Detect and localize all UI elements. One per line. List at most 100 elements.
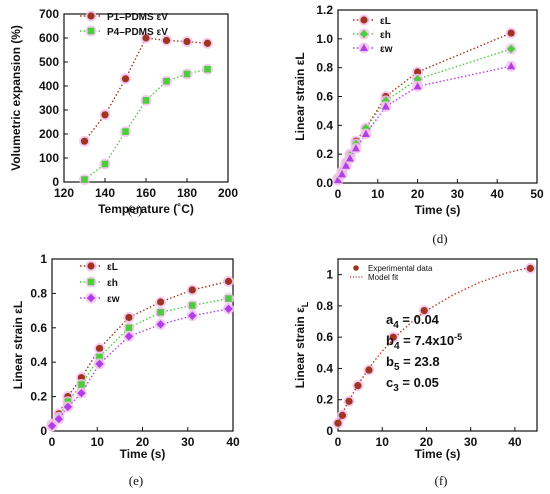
plot-frame bbox=[337, 258, 538, 432]
data-point bbox=[183, 70, 191, 78]
x-tick-label: 180 bbox=[177, 186, 197, 200]
data-point bbox=[351, 144, 360, 152]
data-point bbox=[225, 295, 232, 302]
y-tick-label: 0.6 bbox=[316, 90, 333, 104]
panel-d: 0 10 20 30 40 50 0.0 0.2 0.4 0.6 0.8 1.0 1.2 Time (s)… bbox=[293, 3, 544, 246]
x-tick-label: 30 bbox=[464, 435, 478, 449]
fit-parameter-subscript: 4 bbox=[393, 320, 399, 331]
x-tick-label: 30 bbox=[181, 435, 195, 449]
x-axis-label: Time (s) bbox=[415, 203, 461, 217]
x-tick-label: 160 bbox=[136, 186, 156, 200]
series-line-0 bbox=[51, 280, 229, 425]
data-point bbox=[188, 302, 196, 309]
data-point bbox=[162, 36, 171, 45]
legend-marker bbox=[353, 265, 359, 271]
data-point bbox=[188, 286, 196, 294]
fit-parameter-subscript: 5 bbox=[394, 362, 400, 373]
legend-label: P1–PDMS εV bbox=[107, 12, 168, 23]
y-tick-label: 0 bbox=[326, 424, 333, 438]
y-tick-label: 0.6 bbox=[30, 321, 47, 335]
data-point bbox=[95, 359, 104, 369]
data-point bbox=[381, 102, 390, 110]
data-point bbox=[204, 65, 211, 73]
panel-e: 0 10 20 30 40 0 0.2 0.4 0.6 0.8 1 Time (s) Linear st… bbox=[11, 252, 240, 488]
y-tick-label: 0.2 bbox=[30, 390, 47, 404]
x-tick-label: 200 bbox=[218, 186, 238, 200]
x-tick-label: 140 bbox=[95, 186, 115, 200]
y-tick-label: 1 bbox=[40, 252, 47, 266]
data-point bbox=[156, 320, 165, 329]
data-point bbox=[80, 137, 89, 145]
data-point bbox=[507, 62, 516, 70]
legend-label: P4–PDMS εV bbox=[107, 27, 168, 38]
y-tick-label: 0.8 bbox=[316, 299, 333, 313]
data-point bbox=[101, 160, 109, 168]
legend-marker bbox=[87, 278, 95, 286]
y-tick-label: 400 bbox=[39, 79, 59, 93]
y-tick-label: 700 bbox=[39, 7, 59, 21]
data-point bbox=[78, 381, 85, 388]
x-tick-label: 20 bbox=[411, 187, 425, 201]
data-point bbox=[125, 313, 133, 322]
data-point bbox=[341, 161, 350, 169]
legend-marker bbox=[86, 293, 96, 303]
series-line-0 bbox=[83, 37, 208, 142]
y-axis-label-subscript: L bbox=[300, 301, 310, 307]
y-tick-label: 0.4 bbox=[316, 118, 333, 132]
series-line-1 bbox=[337, 48, 512, 180]
x-tick-label: 40 bbox=[491, 187, 505, 201]
legend-label: εL bbox=[107, 262, 118, 273]
legend-label: εw bbox=[380, 44, 393, 55]
y-tick-label: 100 bbox=[39, 151, 59, 165]
legend-label: Model fit bbox=[368, 273, 399, 282]
data-point bbox=[420, 307, 428, 315]
data-point bbox=[414, 68, 422, 76]
data-point bbox=[163, 77, 170, 85]
data-point bbox=[345, 154, 354, 162]
data-point bbox=[81, 176, 88, 183]
panel-letter: (d) bbox=[432, 231, 447, 246]
series-line-2 bbox=[51, 308, 229, 427]
x-tick-label: 20 bbox=[420, 435, 434, 449]
series-line-1 bbox=[51, 297, 229, 427]
data-point bbox=[157, 309, 164, 316]
data-point bbox=[54, 414, 63, 424]
legend-label: εL bbox=[380, 16, 391, 27]
y-tick-label: 300 bbox=[39, 103, 59, 117]
data-point bbox=[101, 111, 109, 119]
fit-parameter-subscript: 4 bbox=[394, 341, 400, 352]
y-tick-label: 0.2 bbox=[316, 147, 333, 161]
data-point bbox=[413, 75, 422, 84]
data-point bbox=[507, 29, 515, 37]
fit-parameter-exponent: -5 bbox=[454, 332, 462, 342]
y-tick-label: 0.4 bbox=[316, 361, 333, 375]
legend-marker bbox=[360, 43, 368, 51]
y-axis-label: Linear strain εL bbox=[11, 301, 25, 389]
y-tick-label: 600 bbox=[39, 31, 59, 45]
legend-label: Experimental data bbox=[368, 264, 433, 273]
plot-frame bbox=[51, 258, 234, 432]
data-point bbox=[183, 38, 191, 46]
data-point bbox=[125, 324, 133, 332]
data-point bbox=[47, 421, 57, 431]
x-tick-label: 120 bbox=[54, 186, 74, 200]
data-point bbox=[506, 44, 516, 54]
legend-label: εw bbox=[107, 294, 120, 305]
x-axis-label: Time (s) bbox=[120, 447, 166, 461]
fit-parameter: b4 = 7.4x10-5 bbox=[386, 332, 462, 352]
y-axis-label: Volumetric expansion (%) bbox=[9, 25, 23, 171]
data-point bbox=[354, 382, 362, 390]
data-point bbox=[413, 82, 422, 90]
data-point bbox=[337, 170, 346, 178]
fit-parameter-value: = 23.8 bbox=[400, 354, 440, 369]
y-tick-label: 0.8 bbox=[30, 286, 47, 300]
data-point bbox=[63, 402, 73, 412]
y-tick-label: 0 bbox=[52, 175, 59, 189]
y-axis-label: Linear strain εL bbox=[293, 52, 307, 140]
data-point bbox=[203, 39, 212, 47]
y-tick-label: 1 bbox=[326, 268, 333, 282]
panel-f: 0 10 20 30 40 0 0.2 0.4 0.6 0.8 1 Time (s) Linear st… bbox=[293, 258, 538, 488]
fit-parameter: a4 = 0.04 bbox=[386, 312, 440, 331]
panel-letter: (e) bbox=[129, 473, 143, 488]
legend-marker bbox=[359, 29, 369, 39]
